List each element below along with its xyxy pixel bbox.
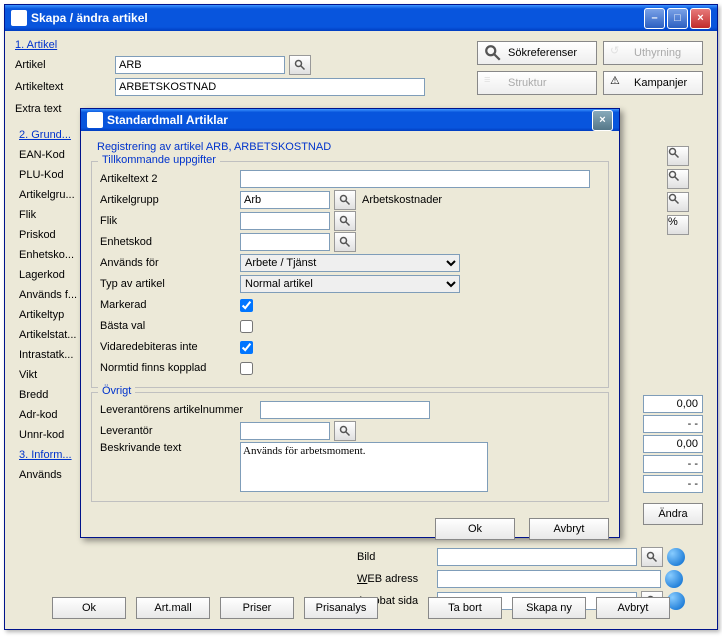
legend-tillkommande: Tillkommande uppgifter <box>98 154 220 166</box>
mlbl-vidare: Vidaredebiteras inte <box>100 341 240 353</box>
artikelgrupp-desc: Arbetskostnader <box>362 194 442 206</box>
side-icon-column: % <box>667 143 689 238</box>
mlbl-basta: Bästa val <box>100 320 240 332</box>
side-lookup-3[interactable] <box>667 192 689 212</box>
sokreferenser-button[interactable]: Sökreferenser <box>477 41 597 65</box>
kampanjer-button[interactable]: ⚠Kampanjer <box>603 71 703 95</box>
mlbl-normtid: Normtid finns kopplad <box>100 362 240 374</box>
modal-button-row: Ok Avbryt <box>81 512 619 550</box>
beskr-textarea[interactable]: Används för arbetsmoment. <box>240 442 488 492</box>
numeric-column: 0,00 - - 0,00 - - - - <box>643 393 703 495</box>
skapany-button[interactable]: Skapa ny <box>512 597 586 619</box>
mlbl-levnr: Leverantörens artikelnummer <box>100 404 260 416</box>
webadress-input[interactable] <box>437 570 661 588</box>
uthyrning-button: ↺Uthyrning <box>603 41 703 65</box>
mlbl-beskr: Beskrivande text <box>100 442 240 454</box>
close-button[interactable]: × <box>690 8 711 29</box>
bild-globe-icon[interactable] <box>667 548 685 566</box>
num-3: - - <box>643 455 703 473</box>
fieldset-tillkommande: Tillkommande uppgifter Artikeltext 2 Art… <box>91 161 609 388</box>
enhetskod-lookup[interactable] <box>334 232 356 252</box>
bild-lookup[interactable] <box>641 547 663 567</box>
basta-checkbox[interactable] <box>240 320 253 333</box>
num-4: - - <box>643 475 703 493</box>
markerad-checkbox[interactable] <box>240 299 253 312</box>
modal-titlebar: Standardmall Artiklar × <box>81 109 619 131</box>
mlbl-artikelgrupp: Artikelgrupp <box>100 194 240 206</box>
maximize-button[interactable]: □ <box>667 8 688 29</box>
ok-button-main[interactable]: Ok <box>52 597 126 619</box>
mlbl-typ: Typ av artikel <box>100 278 240 290</box>
flik-input[interactable] <box>240 212 330 230</box>
typ-select[interactable]: Normal artikel <box>240 275 460 293</box>
modal-icon <box>87 112 103 128</box>
mlbl-anvandsfor: Används för <box>100 257 240 269</box>
artikelgrupp-lookup[interactable] <box>334 190 356 210</box>
section-grund[interactable]: 2. Grund... <box>19 129 71 141</box>
modal-avbryt-button[interactable]: Avbryt <box>529 518 609 540</box>
vidare-checkbox[interactable] <box>240 341 253 354</box>
side-lookup-2[interactable] <box>667 169 689 189</box>
fieldset-ovrigt: Övrigt Leverantörens artikelnummer Lever… <box>91 392 609 502</box>
modal-title: Standardmall Artiklar <box>107 113 228 127</box>
legend-ovrigt: Övrigt <box>98 385 135 397</box>
avbryt-button-main[interactable]: Avbryt <box>596 597 670 619</box>
normtid-checkbox[interactable] <box>240 362 253 375</box>
prisanalys-button[interactable]: Prisanalys <box>304 597 378 619</box>
bild-input[interactable] <box>437 548 637 566</box>
artikelgrupp-input[interactable] <box>240 191 330 209</box>
num-2: 0,00 <box>643 435 703 453</box>
app-icon <box>11 10 27 26</box>
section-info[interactable]: 3. Inform... <box>19 449 72 461</box>
num-1: - - <box>643 415 703 433</box>
main-title: Skapa / ändra artikel <box>31 11 148 25</box>
struktur-button: ≡Struktur <box>477 71 597 95</box>
leverantor-input[interactable] <box>240 422 330 440</box>
label-webadress: WEB adress <box>357 573 437 585</box>
modal-ok-button[interactable]: Ok <box>435 518 515 540</box>
right-button-column: Sökreferenser ↺Uthyrning ≡Struktur ⚠Kamp… <box>477 41 703 95</box>
artikeltext-input[interactable] <box>115 78 425 96</box>
tabort-button[interactable]: Ta bort <box>428 597 502 619</box>
enhetskod-input[interactable] <box>240 233 330 251</box>
anvandsfor-select[interactable]: Arbete / Tjänst <box>240 254 460 272</box>
web-globe-icon[interactable] <box>665 570 683 588</box>
mlbl-artikeltext2: Artikeltext 2 <box>100 173 240 185</box>
priser-button[interactable]: Priser <box>220 597 294 619</box>
mlbl-enhetskod: Enhetskod <box>100 236 240 248</box>
flik-lookup[interactable] <box>334 211 356 231</box>
side-percent-button[interactable]: % <box>667 215 689 235</box>
label-artikel: Artikel <box>15 59 115 71</box>
artikeltext2-input[interactable] <box>240 170 590 188</box>
label-bild: Bild <box>357 551 437 563</box>
main-titlebar: Skapa / ändra artikel – □ × <box>5 5 717 31</box>
mlbl-flik: Flik <box>100 215 240 227</box>
mlbl-markerad: Markerad <box>100 299 240 311</box>
side-lookup-1[interactable] <box>667 146 689 166</box>
num-0: 0,00 <box>643 395 703 413</box>
mlbl-leverantor: Leverantör <box>100 425 240 437</box>
andra-button[interactable]: Ändra <box>643 503 703 525</box>
label-artikeltext: Artikeltext <box>15 81 115 93</box>
modal-regline: Registrering av artikel ARB, ARBETSKOSTN… <box>97 141 609 153</box>
artikel-input[interactable] <box>115 56 285 74</box>
modal-window: Standardmall Artiklar × Registrering av … <box>80 108 620 538</box>
minimize-button[interactable]: – <box>644 8 665 29</box>
artmall-button[interactable]: Art.mall <box>136 597 210 619</box>
bottom-button-row: Ok Art.mall Priser Prisanalys Ta bort Sk… <box>5 597 717 619</box>
modal-close-button[interactable]: × <box>592 110 613 131</box>
levnr-input[interactable] <box>260 401 430 419</box>
artikel-lookup-button[interactable] <box>289 55 311 75</box>
modal-body: Registrering av artikel ARB, ARBETSKOSTN… <box>81 131 619 512</box>
leverantor-lookup[interactable] <box>334 421 356 441</box>
